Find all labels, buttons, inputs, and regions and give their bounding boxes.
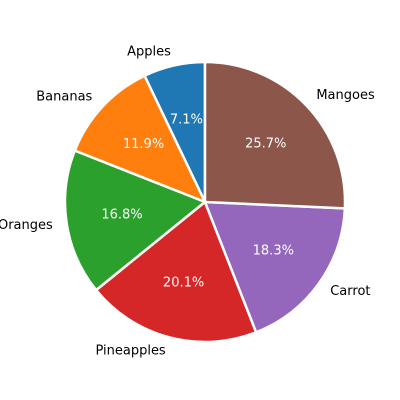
pie-slices [63, 60, 347, 344]
pie-slice-pineapples [94, 200, 258, 344]
pie-slice-oranges [63, 149, 207, 292]
pct-label-carrot: 18.3% [253, 243, 294, 258]
percentage-labels: 7.1% 11.9% 16.8% 20.1% 18.3% 25.7% [101, 113, 294, 291]
pct-label-apples: 7.1% [170, 113, 203, 128]
pct-label-mangoes: 25.7% [245, 136, 286, 151]
pie-slice-carrot [203, 200, 347, 334]
pie-slice-bananas [73, 74, 207, 204]
pct-label-oranges: 16.8% [101, 207, 142, 222]
category-label-oranges: Oranges [0, 218, 53, 233]
category-label-mangoes: Mangoes [316, 88, 375, 103]
category-label-apples: Apples [127, 44, 171, 59]
pct-label-pineapples: 20.1% [163, 276, 204, 291]
category-label-pineapples: Pineapples [95, 343, 165, 358]
category-label-carrot: Carrot [330, 284, 370, 299]
category-label-bananas: Bananas [36, 90, 92, 105]
category-labels: Apples Bananas Oranges Pineapples Carrot Mang… [0, 44, 375, 358]
pct-label-bananas: 11.9% [123, 137, 164, 152]
pie-slice-mangoes [203, 60, 347, 210]
